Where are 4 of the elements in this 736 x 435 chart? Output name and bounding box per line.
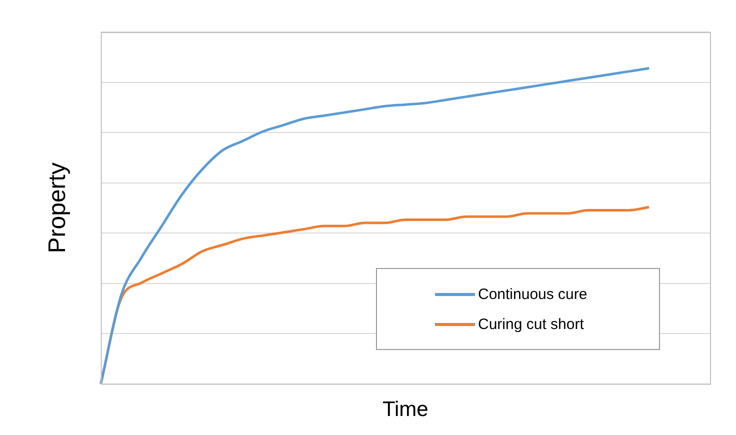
x-axis-title: Time — [382, 398, 428, 422]
legend-label: Continuous cure — [478, 286, 588, 302]
legend-label: Curing cut short — [478, 316, 584, 332]
y-axis-title: Property — [44, 162, 72, 254]
